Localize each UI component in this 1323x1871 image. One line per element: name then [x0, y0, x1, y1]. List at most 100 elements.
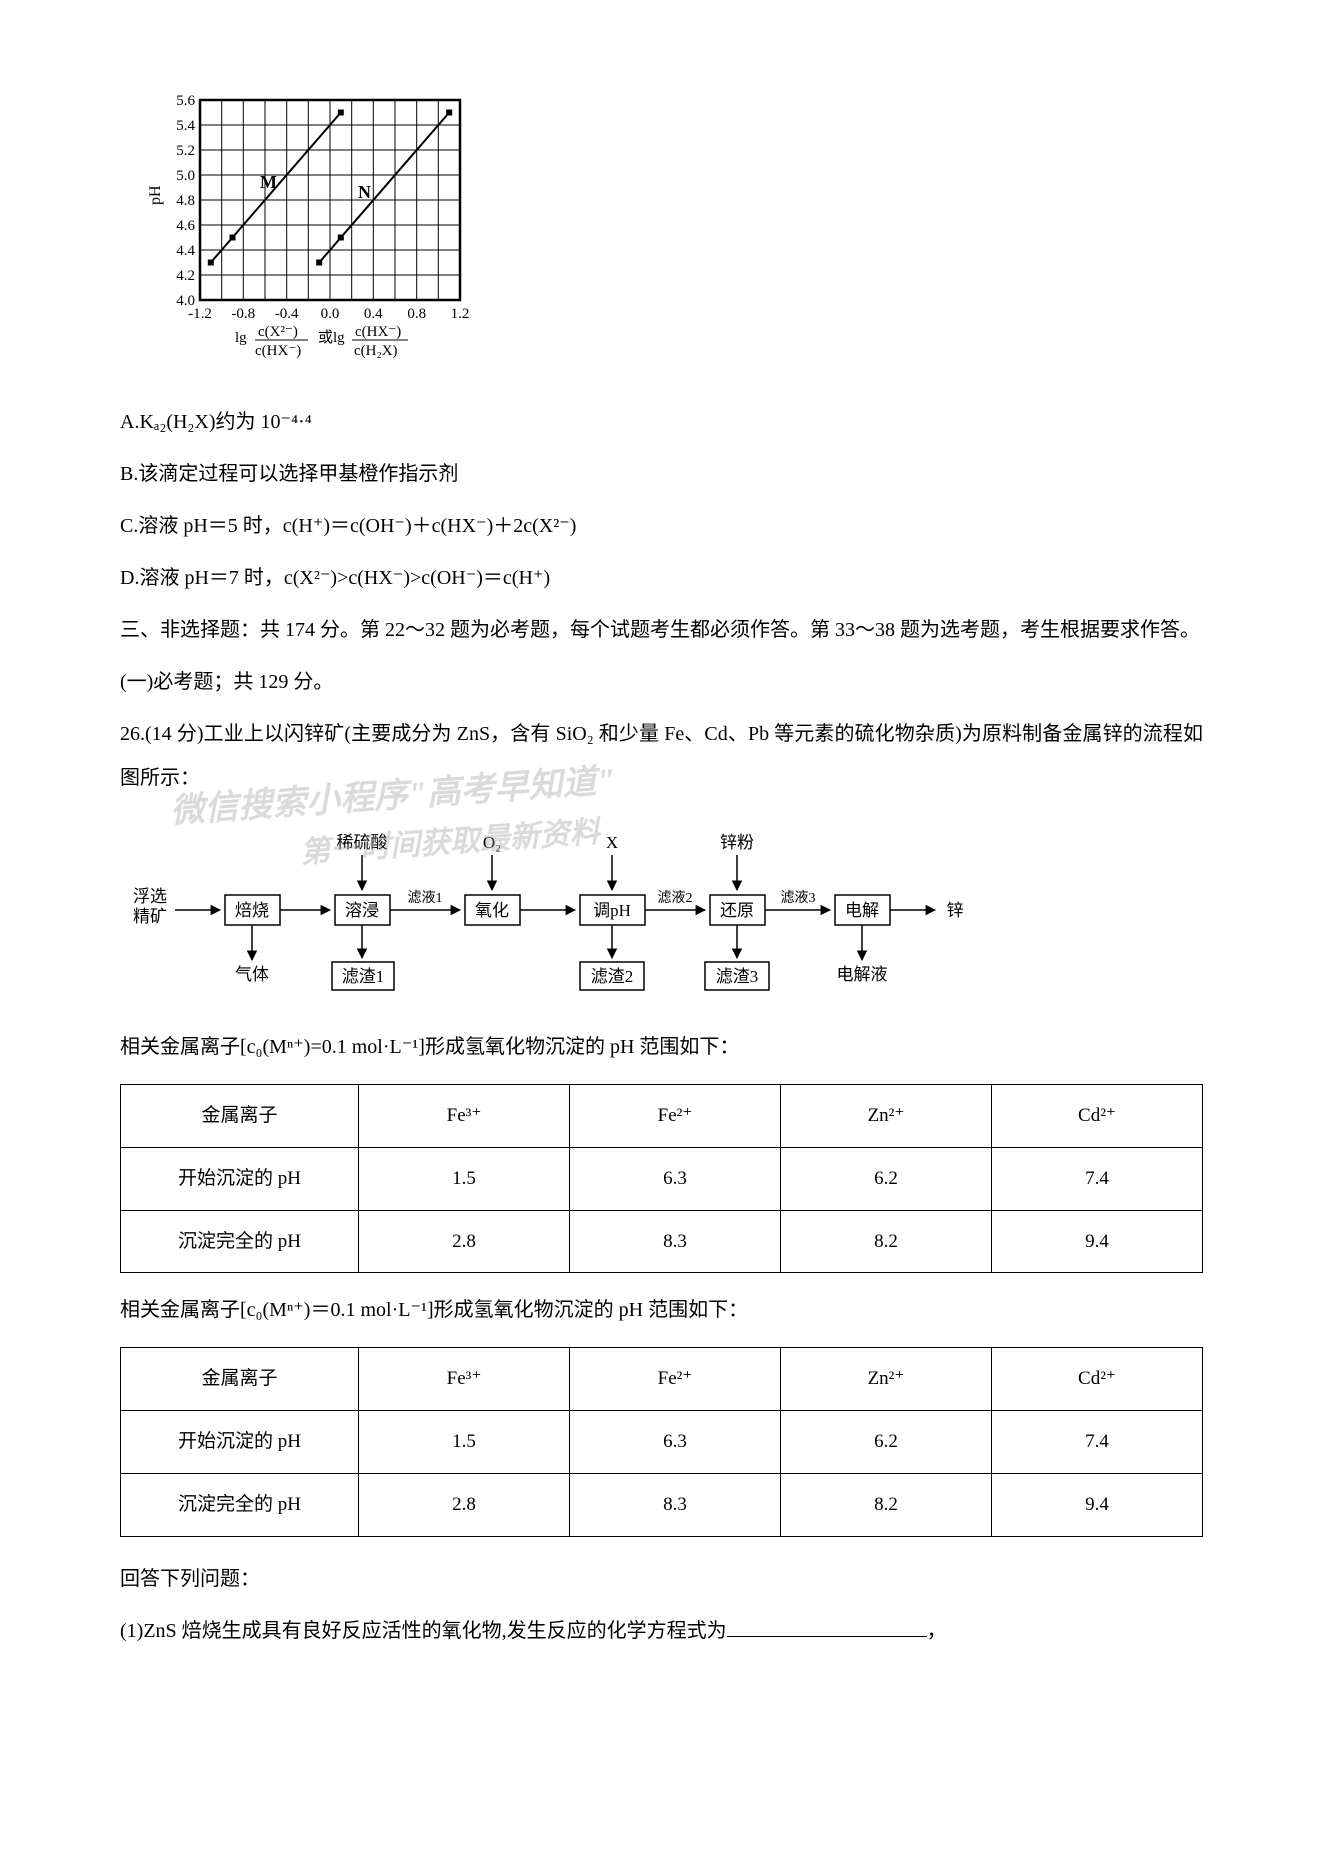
- table-row: 金属离子 Fe³⁺ Fe²⁺ Zn²⁺ Cd²⁺: [121, 1085, 1203, 1148]
- svg-text:滤渣1: 滤渣1: [342, 967, 385, 986]
- svg-text:4.2: 4.2: [176, 268, 195, 284]
- svg-text:滤液2: 滤液2: [658, 890, 693, 906]
- svg-text:4.6: 4.6: [176, 218, 195, 234]
- svg-text:0.8: 0.8: [407, 306, 426, 322]
- table-row: 沉淀完全的 pH 2.8 8.3 8.2 9.4: [121, 1210, 1203, 1273]
- table-cell: 1.5: [359, 1147, 570, 1210]
- section-3-intro: 三、非选择题：共 174 分。第 22～32 题为必考题，每个试题考生都必须作答…: [120, 608, 1203, 652]
- table-cell: 1.5: [359, 1411, 570, 1474]
- table-header: Cd²⁺: [991, 1085, 1202, 1148]
- svg-text:M: M: [260, 172, 277, 192]
- table-cell: 开始沉淀的 pH: [121, 1411, 359, 1474]
- svg-text:-0.8: -0.8: [231, 306, 255, 322]
- svg-text:氧化: 氧化: [475, 901, 509, 920]
- svg-text:5.2: 5.2: [176, 143, 195, 159]
- option-d: D.溶液 pH＝7 时，c(X²⁻)>c(HX⁻)>c(OH⁻)＝c(H⁺): [120, 556, 1203, 600]
- svg-text:锌粉: 锌粉: [720, 833, 754, 852]
- svg-text:或lg: 或lg: [318, 329, 345, 346]
- svg-text:锌: 锌: [947, 901, 964, 920]
- table-cell: 6.2: [781, 1411, 992, 1474]
- svg-text:c(X²⁻): c(X²⁻): [258, 324, 298, 340]
- option-b: B.该滴定过程可以选择甲基橙作指示剂: [120, 452, 1203, 496]
- table-cell: 6.3: [570, 1411, 781, 1474]
- svg-text:滤渣2: 滤渣2: [591, 967, 634, 986]
- svg-text:4.8: 4.8: [176, 193, 195, 209]
- table-header: Zn²⁺: [781, 1348, 992, 1411]
- table-header: 金属离子: [121, 1348, 359, 1411]
- svg-text:5.0: 5.0: [176, 168, 195, 184]
- table-cell: 6.2: [781, 1147, 992, 1210]
- ion-table-1: 金属离子 Fe³⁺ Fe²⁺ Zn²⁺ Cd²⁺ 开始沉淀的 pH 1.5 6.…: [120, 1084, 1203, 1273]
- svg-text:c(HX⁻): c(HX⁻): [255, 343, 301, 359]
- q1-text: (1)ZnS 焙烧生成具有良好反应活性的氧化物,发生反应的化学方程式为: [120, 1620, 727, 1642]
- svg-text:稀硫酸: 稀硫酸: [337, 833, 388, 852]
- table-header: Fe³⁺: [359, 1085, 570, 1148]
- table-header: 金属离子: [121, 1085, 359, 1148]
- svg-text:O₂: O₂: [483, 833, 501, 852]
- svg-text:pH: pH: [147, 185, 164, 205]
- svg-text:1.2: 1.2: [451, 306, 470, 322]
- svg-text:滤液1: 滤液1: [408, 890, 443, 906]
- table-row: 金属离子 Fe³⁺ Fe²⁺ Zn²⁺ Cd²⁺: [121, 1348, 1203, 1411]
- table-cell: 2.8: [359, 1210, 570, 1273]
- q26-intro: 26.(14 分)工业上以闪锌矿(主要成分为 ZnS，含有 SiO₂ 和少量 F…: [120, 712, 1203, 800]
- ion-table-2: 金属离子 Fe³⁺ Fe²⁺ Zn²⁺ Cd²⁺ 开始沉淀的 pH 1.5 6.…: [120, 1347, 1203, 1536]
- svg-text:气体: 气体: [235, 965, 269, 984]
- table-header: Fe²⁺: [570, 1085, 781, 1148]
- svg-text:N: N: [358, 182, 371, 202]
- table-row: 沉淀完全的 pH 2.8 8.3 8.2 9.4: [121, 1473, 1203, 1536]
- table-header: Fe²⁺: [570, 1348, 781, 1411]
- svg-text:还原: 还原: [720, 901, 754, 920]
- svg-text:浮选: 浮选: [133, 887, 167, 906]
- option-a: A.Kₐ₂(H₂X)约为 10⁻⁴·⁴: [120, 400, 1203, 444]
- process-flowchart: 微信搜索小程序"高考早知道" 第一时间获取最新资料 浮选 精矿 焙烧 气体 稀硫…: [120, 820, 1203, 1005]
- svg-text:0.0: 0.0: [321, 306, 340, 322]
- table-cell: 8.3: [570, 1210, 781, 1273]
- q1-line: (1)ZnS 焙烧生成具有良好反应活性的氧化物,发生反应的化学方程式为 ，: [120, 1609, 1203, 1653]
- table-cell: 8.2: [781, 1210, 992, 1273]
- svg-text:溶浸: 溶浸: [345, 901, 379, 920]
- svg-text:5.6: 5.6: [176, 93, 195, 109]
- svg-text:-1.2: -1.2: [188, 306, 212, 322]
- option-c: C.溶液 pH＝5 时，c(H⁺)＝c(OH⁻)＋c(HX⁻)＋2c(X²⁻): [120, 504, 1203, 548]
- table-cell: 6.3: [570, 1147, 781, 1210]
- table-header: Zn²⁺: [781, 1085, 992, 1148]
- table-cell: 9.4: [991, 1210, 1202, 1273]
- table-row: 开始沉淀的 pH 1.5 6.3 6.2 7.4: [121, 1411, 1203, 1474]
- table-caption-2: 相关金属离子[c₀(Mⁿ⁺)＝0.1 mol·L⁻¹]形成氢氧化物沉淀的 pH …: [120, 1288, 1203, 1332]
- table-cell: 8.2: [781, 1473, 992, 1536]
- table-cell: 9.4: [991, 1473, 1202, 1536]
- svg-text:4.4: 4.4: [176, 243, 195, 259]
- table-cell: 开始沉淀的 pH: [121, 1147, 359, 1210]
- table-header: Fe³⁺: [359, 1348, 570, 1411]
- svg-text:X: X: [606, 833, 618, 852]
- blank-line: [727, 1617, 927, 1637]
- svg-text:焙烧: 焙烧: [235, 901, 269, 920]
- svg-text:电解液: 电解液: [837, 965, 888, 984]
- table-row: 开始沉淀的 pH 1.5 6.3 6.2 7.4: [121, 1147, 1203, 1210]
- svg-text:调pH: 调pH: [593, 901, 631, 920]
- table-cell: 7.4: [991, 1411, 1202, 1474]
- table-cell: 7.4: [991, 1147, 1202, 1210]
- flowchart-svg: 浮选 精矿 焙烧 气体 稀硫酸 溶浸 滤渣1 滤液1 O₂ 氧化: [120, 820, 1000, 1005]
- table-cell: 2.8: [359, 1473, 570, 1536]
- table-cell: 沉淀完全的 pH: [121, 1473, 359, 1536]
- chart-svg: M N 4.0 4.2 4.4 4.6 4.8 5.0 5.2 5.4 5.6 …: [140, 80, 500, 380]
- answer-heading: 回答下列问题：: [120, 1557, 1203, 1601]
- svg-text:5.4: 5.4: [176, 118, 195, 134]
- svg-text:-0.4: -0.4: [275, 306, 299, 322]
- svg-text:c(HX⁻): c(HX⁻): [355, 324, 401, 340]
- required-heading: (一)必考题；共 129 分。: [120, 660, 1203, 704]
- ph-chart: M N 4.0 4.2 4.4 4.6 4.8 5.0 5.2 5.4 5.6 …: [140, 80, 1203, 380]
- svg-text:电解: 电解: [845, 901, 879, 920]
- table-cell: 沉淀完全的 pH: [121, 1210, 359, 1273]
- table-cell: 8.3: [570, 1473, 781, 1536]
- q1-tail: ，: [927, 1620, 947, 1642]
- svg-text:滤液3: 滤液3: [781, 890, 816, 906]
- svg-text:滤渣3: 滤渣3: [716, 967, 759, 986]
- svg-text:0.4: 0.4: [364, 306, 383, 322]
- svg-text:精矿: 精矿: [133, 907, 167, 926]
- table-header: Cd²⁺: [991, 1348, 1202, 1411]
- svg-text:c(H₂X): c(H₂X): [354, 343, 398, 359]
- svg-text:lg: lg: [235, 330, 247, 346]
